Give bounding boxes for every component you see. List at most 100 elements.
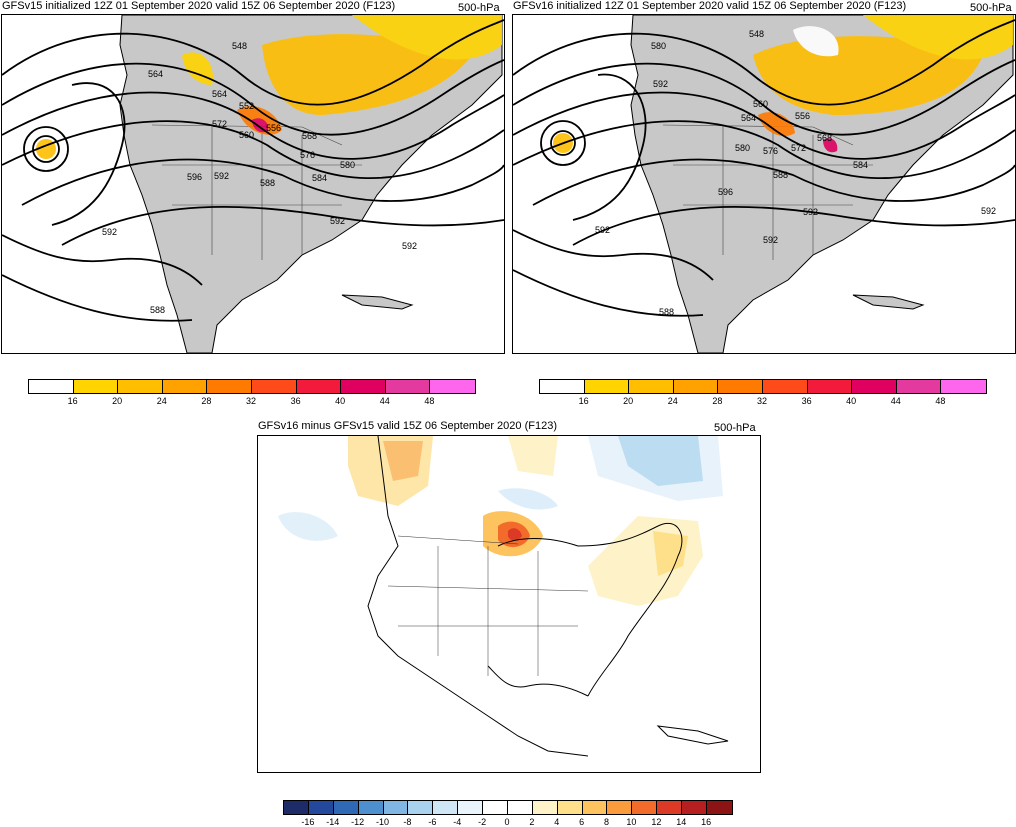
colorbar-swatch xyxy=(557,801,583,814)
colorbar-swatch xyxy=(807,380,853,393)
contour-label: 580 xyxy=(340,160,355,170)
gfsv15-wind-colorbar: 16 20 24 28 32 36 40 44 48 xyxy=(28,379,476,406)
contour-label: 592 xyxy=(763,235,778,245)
colorbar-tick-label: 0 xyxy=(504,817,510,827)
colorbar-tick-label: 36 xyxy=(801,396,812,406)
contour-label: 588 xyxy=(659,307,674,317)
gfsv16-map-svg: 548 580 592 564 560 556 568 572 580 576 … xyxy=(513,15,1015,353)
colorbar-swatch xyxy=(118,380,163,393)
colorbar-tick-label: 48 xyxy=(935,396,946,406)
contour-label: 564 xyxy=(148,69,163,79)
colorbar-swatch xyxy=(896,380,942,393)
coastlines xyxy=(367,436,729,757)
colorbar-swatch xyxy=(408,801,434,814)
colorbar-swatches xyxy=(28,379,476,394)
contour-label: 560 xyxy=(753,99,768,109)
state-borders xyxy=(387,535,589,676)
gfsv16-level: 500-hPa xyxy=(970,2,1012,14)
colorbar-swatch xyxy=(162,380,208,393)
colorbar-swatch xyxy=(430,380,475,393)
colorbar-tick-label: 2 xyxy=(529,817,535,827)
contour-label: 548 xyxy=(232,41,247,51)
colorbar-tick-label: 24 xyxy=(667,396,678,406)
colorbar-swatch xyxy=(718,380,763,393)
colorbar-swatch xyxy=(333,801,359,814)
contour-label: 596 xyxy=(718,187,733,197)
contour-label: 592 xyxy=(595,225,610,235)
colorbar-swatch xyxy=(682,801,707,814)
contour-label: 588 xyxy=(150,305,165,315)
colorbar-tick-label: 24 xyxy=(156,396,167,406)
contour-label: 564 xyxy=(741,113,756,123)
colorbar-swatch xyxy=(251,380,297,393)
cuba-land xyxy=(341,294,414,310)
colorbar-tick-label: 40 xyxy=(335,396,346,406)
contour-label: 588 xyxy=(260,178,275,188)
colorbar-tick-label: 10 xyxy=(626,817,637,827)
diff-level: 500-hPa xyxy=(714,422,756,434)
gfsv15-map-panel: 548 564 564 552 572 560 556 568 576 580 … xyxy=(1,14,505,354)
colorbar-tick-label: 48 xyxy=(424,396,435,406)
contour-label: 556 xyxy=(795,111,810,121)
contour-label: 572 xyxy=(791,143,806,153)
colorbar-swatch xyxy=(673,380,719,393)
colorbar-tick-label: 40 xyxy=(846,396,857,406)
colorbar-swatch xyxy=(532,801,558,814)
state-borders xyxy=(151,124,362,260)
colorbar-tick-label: 16 xyxy=(578,396,589,406)
colorbar-swatch xyxy=(483,801,508,814)
colorbar-swatches xyxy=(539,379,987,394)
colorbar-tick-label: 36 xyxy=(290,396,301,406)
gfsv16-title: GFSv16 initialized 12Z 01 September 2020… xyxy=(513,0,907,12)
cuba-land xyxy=(852,294,925,310)
colorbar-tick-label: -16 xyxy=(301,817,315,827)
colorbar-swatch xyxy=(29,380,74,393)
contour-label: 584 xyxy=(853,160,868,170)
colorbar-tick-label: 20 xyxy=(623,396,634,406)
colorbar-swatch xyxy=(458,801,483,814)
contour-label: 592 xyxy=(653,79,668,89)
contour-label: 568 xyxy=(302,131,317,141)
colorbar-tick-label: 4 xyxy=(554,817,560,827)
colorbar-tick-label: -4 xyxy=(453,817,462,827)
gfsv15-map-svg: 548 564 564 552 572 560 556 568 576 580 … xyxy=(2,15,504,353)
gfsv15-title: GFSv15 initialized 12Z 01 September 2020… xyxy=(2,0,396,12)
colorbar-tick-label: 44 xyxy=(379,396,390,406)
colorbar-tick-label: 6 xyxy=(579,817,585,827)
colorbar-tick-label: 32 xyxy=(756,396,768,406)
colorbar-tick-label: -14 xyxy=(326,817,340,827)
colorbar-tick-label: 14 xyxy=(676,817,687,827)
contour-label: 552 xyxy=(239,101,254,111)
colorbar-swatch xyxy=(507,801,533,814)
contour-label: 580 xyxy=(651,41,666,51)
gfsv15-level: 500-hPa xyxy=(458,2,500,14)
colorbar-tick-label: 28 xyxy=(712,396,723,406)
colorbar-tick-label: 20 xyxy=(112,396,123,406)
colorbar-tick-label: 32 xyxy=(245,396,257,406)
colorbar-swatches xyxy=(283,800,733,815)
diff-map-svg xyxy=(278,436,729,757)
contour-label: 576 xyxy=(763,146,778,156)
colorbar-swatch xyxy=(383,801,409,814)
contour-label: 572 xyxy=(212,119,227,129)
colorbar-swatch xyxy=(632,801,658,814)
colorbar-swatch xyxy=(207,380,252,393)
contour-label: 584 xyxy=(312,173,327,183)
contour-label: 564 xyxy=(212,89,227,99)
colorbar-swatch xyxy=(941,380,986,393)
colorbar-swatch xyxy=(358,801,384,814)
colorbar-tick-label: 44 xyxy=(890,396,901,406)
diff-colorbar: -16 -14 -12 -10 -8 -6 -4 -2 0 2 4 6 8 10 12 14 16 xyxy=(283,800,733,827)
colorbar-swatch xyxy=(706,801,732,814)
contour-label: 592 xyxy=(330,216,345,226)
colorbar-swatch xyxy=(607,801,633,814)
colorbar-swatch xyxy=(852,380,897,393)
gfsv16-contour-labels: 548 580 592 564 560 556 568 572 580 576 … xyxy=(595,29,996,317)
colorbar-swatch xyxy=(540,380,585,393)
colorbar-swatch xyxy=(657,801,682,814)
colorbar-labels: 16 20 24 28 32 36 40 44 48 xyxy=(539,394,987,406)
diff-map-panel xyxy=(257,435,761,773)
contour-label: 548 xyxy=(749,29,764,39)
colorbar-swatch xyxy=(73,380,119,393)
colorbar-swatch xyxy=(385,380,431,393)
